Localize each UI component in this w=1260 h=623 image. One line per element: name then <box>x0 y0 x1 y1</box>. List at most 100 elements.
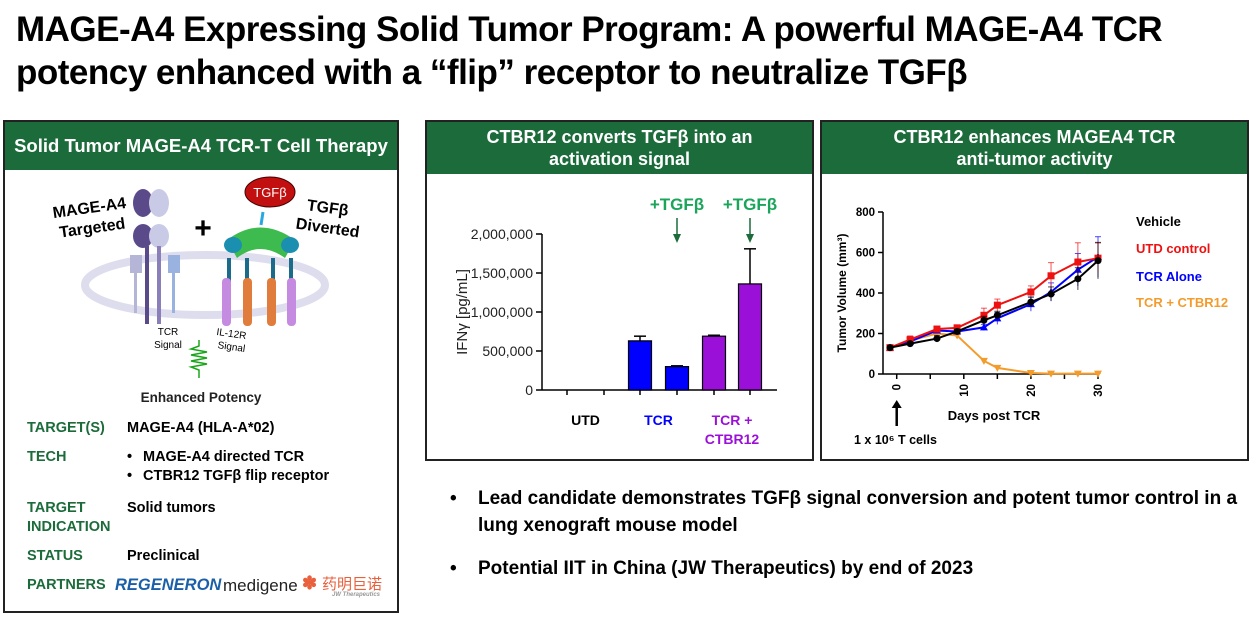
panel-header: Solid Tumor MAGE-A4 TCR-T Cell Therapy <box>5 122 397 170</box>
tgfb-badge-label: TGFβ <box>253 185 286 200</box>
y-tick-label: 1,000,000 <box>471 304 533 320</box>
x-axis-label: Days post TCR <box>948 408 1041 423</box>
data-point <box>906 340 914 348</box>
tech-item: MAGE-A4 directed TCR <box>127 448 397 467</box>
x-tick-label: 30 <box>1093 384 1105 397</box>
panel-header: CTBR12 enhances MAGEA4 TCR anti-tumor ac… <box>822 122 1247 174</box>
panel-header: CTBR12 converts TGFβ into an activation … <box>427 122 812 174</box>
tgfb-badge <box>244 176 296 208</box>
series-line-utd-control <box>889 257 1099 349</box>
data-point <box>1094 257 1102 265</box>
bullet-point: Potential IIT in China (JW Therapeutics)… <box>450 555 1250 582</box>
bar <box>664 366 690 391</box>
series-line-tcr-ctbr12 <box>889 332 1098 375</box>
regeneron-logo: REGENERON <box>115 576 222 594</box>
tech-item: CTBR12 TGFβ flip receptor <box>127 467 397 486</box>
dose-label: 1 x 10⁶ T cells <box>854 433 937 447</box>
y-tick-label: 1,500,000 <box>471 265 533 281</box>
x-tick-label: 0 <box>892 384 904 390</box>
ifng-chart-panel: CTBR12 converts TGFβ into an activation … <box>425 120 814 461</box>
slide-title: MAGE-A4 Expressing Solid Tumor Program: … <box>16 8 1256 94</box>
x-category-label: TCR + <box>712 412 753 428</box>
jw-logo-subtext: JW Therapeutics <box>332 592 381 598</box>
y-axis-label: Tumor Volume (mm³) <box>835 234 849 353</box>
bar <box>627 340 653 391</box>
tgfb-annotation: +TGFβ <box>650 195 704 214</box>
series-line-tcr-alone <box>889 256 1099 349</box>
x-category-label-line2: CTBR12 <box>705 431 760 447</box>
y-tick-label: 2,000,000 <box>471 226 533 242</box>
tgfb-annotation: +TGFβ <box>723 195 777 214</box>
data-point <box>993 311 1001 319</box>
x-category-label: TCR <box>644 412 673 428</box>
data-point <box>980 316 988 324</box>
arrow-head-icon <box>891 400 902 408</box>
header-line-1: CTBR12 enhances MAGEA4 TCR <box>893 127 1176 147</box>
data-point <box>1074 275 1082 283</box>
il12r-signal-label: IL-12R <box>216 327 247 342</box>
tcr-receptor-icon <box>130 189 180 324</box>
y-tick-label: 800 <box>856 207 875 219</box>
data-point <box>993 364 1002 372</box>
data-point <box>933 335 941 343</box>
x-category-label: UTD <box>571 412 600 428</box>
signal-wave-icon <box>188 340 208 378</box>
data-point <box>1047 370 1056 378</box>
data-point <box>886 344 894 352</box>
data-point <box>906 336 914 344</box>
row-value: Solid tumors <box>127 500 216 516</box>
legend-entry: TCR Alone <box>1136 269 1202 284</box>
data-point <box>1026 369 1035 377</box>
y-tick-label: 200 <box>856 329 875 341</box>
jw-flower-icon: ✽ <box>302 573 318 593</box>
arrow-down-icon <box>746 234 754 243</box>
row-value: MAGE-A4 directed TCR CTBR12 TGFβ flip re… <box>127 448 397 486</box>
jw-logo-text: 药明巨诺 <box>322 576 383 593</box>
diverted-label: Diverted <box>295 216 361 242</box>
bar <box>701 335 727 391</box>
y-tick-label: 0 <box>525 382 533 398</box>
data-point <box>1073 370 1082 378</box>
data-point <box>979 357 988 365</box>
data-point <box>993 301 1001 309</box>
data-point <box>1047 272 1055 280</box>
tcr-signal-label: TCR <box>158 327 179 338</box>
data-point <box>979 323 988 331</box>
data-point <box>953 327 961 335</box>
x-tick-label: 10 <box>959 384 971 397</box>
row-label: STATUS <box>27 548 83 564</box>
cell-membrane <box>81 251 329 319</box>
data-point <box>1094 370 1102 378</box>
row-label: TARGET(S) <box>27 420 105 436</box>
il12r-signal-label-2: Signal <box>217 340 246 355</box>
key-points: Lead candidate demonstrates TGFβ signal … <box>450 485 1250 598</box>
plus-icon: + <box>194 212 212 245</box>
legend-entry: Vehicle <box>1136 214 1181 229</box>
data-point <box>1027 288 1035 296</box>
partners-row: PARTNERS REGENERON medigene ✽ 药明巨诺 JW Th… <box>27 573 397 606</box>
row-value: MAGE-A4 (HLA-A*02) <box>127 420 275 436</box>
enhanced-potency-label: Enhanced Potency <box>141 390 262 405</box>
data-point <box>980 311 988 319</box>
x-tick-label: 20 <box>1026 384 1038 397</box>
title-line-1: MAGE-A4 Expressing Solid Tumor Program: … <box>16 10 1163 49</box>
bullet-point: Lead candidate demonstrates TGFβ signal … <box>450 485 1250 539</box>
tumor-volume-line-chart: 0 200 400 600 800 0 10 20 30 Tumor Volume (mm³) Da… <box>835 207 1228 447</box>
y-tick-label: 0 <box>869 369 875 381</box>
row-label: PARTNERS <box>27 577 106 593</box>
row-label: TARGET INDICATION <box>27 500 111 535</box>
arrow-down-icon <box>259 211 265 226</box>
ifng-bar-chart: 0 500,000 1,000,000 1,500,000 2,000,000 IFNγ … <box>454 195 777 447</box>
tgfb-label: TGFβ <box>306 197 350 220</box>
data-point <box>1047 290 1055 298</box>
bar <box>737 283 763 391</box>
program-summary-panel: Solid Tumor MAGE-A4 TCR-T Cell Therapy T… <box>3 120 399 613</box>
y-tick-label: 400 <box>856 288 875 300</box>
legend-entry: TCR + CTBR12 <box>1136 295 1228 310</box>
y-tick-label: 500,000 <box>482 343 533 359</box>
header-line-2: anti-tumor activity <box>956 149 1113 169</box>
tumor-volume-chart-panel: CTBR12 enhances MAGEA4 TCR anti-tumor ac… <box>820 120 1249 461</box>
mechanism-diagram: TGFβ MAGE-A4 Targeted + TGFβ Diverted TC… <box>52 176 361 405</box>
medigene-logo: medigene <box>223 576 298 595</box>
title-line-2: potency enhanced with a “flip” receptor … <box>16 53 968 92</box>
